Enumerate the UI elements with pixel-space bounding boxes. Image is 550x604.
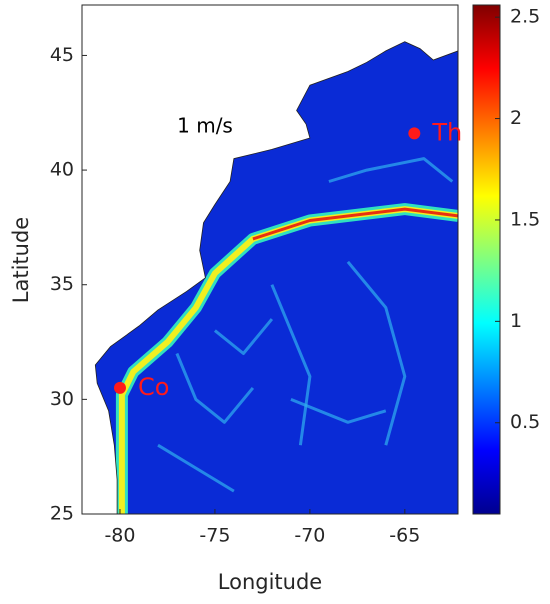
eddy <box>213 318 274 355</box>
colorbar-tick-label: 1 <box>510 310 522 332</box>
x-tick-label: -70 <box>294 525 325 547</box>
eddy <box>157 443 235 493</box>
y-axis-label: Latitude <box>9 217 33 303</box>
velocity-field <box>82 5 458 514</box>
land <box>82 5 458 514</box>
colorbar-tick-label: 2.5 <box>510 6 540 28</box>
eddy <box>175 352 255 424</box>
plot-frame <box>81 4 459 515</box>
y-tick-label: 30 <box>50 388 74 410</box>
eddy <box>346 260 407 446</box>
y-tick-label: 40 <box>50 159 74 181</box>
x-tick-label: -80 <box>104 525 135 547</box>
eddy <box>328 157 454 183</box>
colorbar-tick-label: 0.5 <box>510 411 540 433</box>
station-label: Co <box>138 373 169 401</box>
colorbar-tick-label: 1.5 <box>510 208 540 230</box>
eddy <box>270 284 312 446</box>
colorbar <box>472 4 501 515</box>
station-label: Th <box>431 118 462 146</box>
y-tick-label: 45 <box>50 44 74 66</box>
y-tick-label: 35 <box>50 273 74 295</box>
y-tick-label: 25 <box>50 503 74 525</box>
gulf-stream-max <box>252 207 458 241</box>
station-marker <box>408 127 421 140</box>
x-tick-label: -75 <box>199 525 230 547</box>
colorbar-tick-label: 2 <box>510 107 522 129</box>
annotation: 1 m/s <box>177 114 233 138</box>
x-tick-label: -65 <box>389 525 420 547</box>
station-marker <box>113 381 126 394</box>
eddy <box>290 398 387 424</box>
x-axis-label: Longitude <box>218 570 322 594</box>
